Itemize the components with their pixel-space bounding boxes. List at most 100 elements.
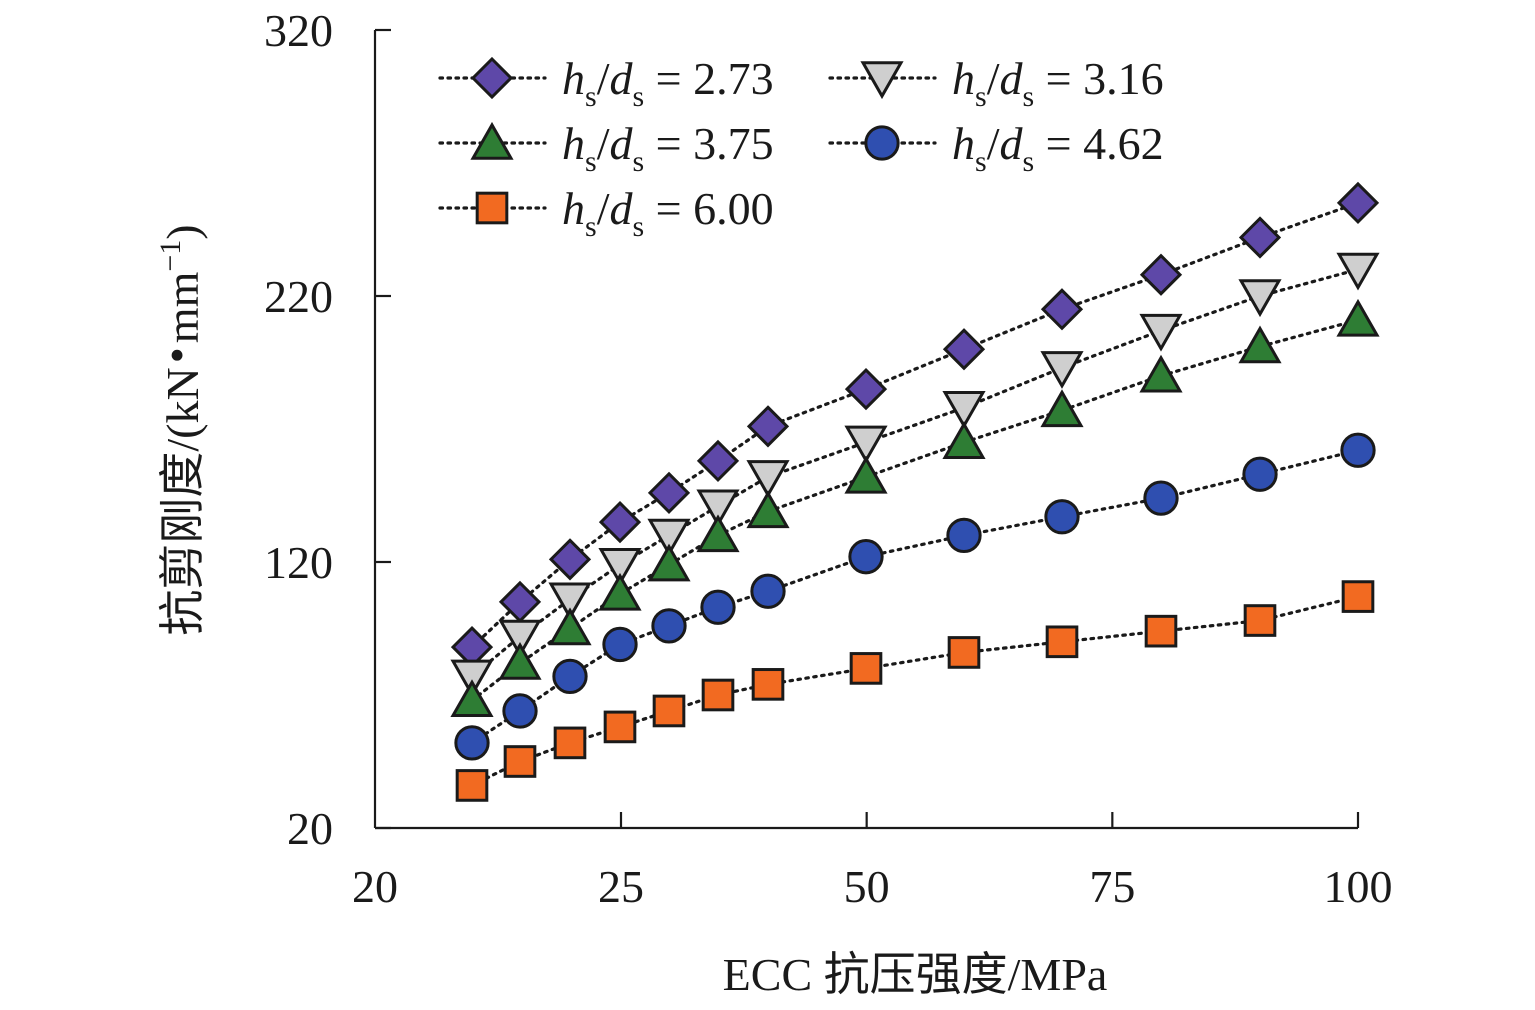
legend-label-slash: / [597,183,610,234]
data-point [750,573,786,609]
data-point [548,582,592,621]
data-point [503,745,537,778]
legend-item: hs/ds = 3.16 [828,53,1164,113]
legend-label: hs/ds = 3.16 [952,53,1164,113]
y-tick-label: 320 [264,5,333,56]
legend-label: hs/ds = 4.62 [952,118,1164,178]
y-axis-title-unit: mm [157,271,208,343]
y-tick-label: 220 [264,271,333,322]
legend-label: hs/ds = 6.00 [562,183,774,243]
series-4 [454,432,1376,761]
data-point [598,547,642,586]
legend-label-hsub: s [585,80,597,113]
data-point [647,518,691,557]
series-5 [455,580,1375,802]
ticks-layer: 20 120 220 320 20 25 50 75 100 [264,5,1393,912]
legend-marker [864,125,900,161]
legend-label-d: d [999,53,1023,104]
data-point [455,769,489,802]
legend-label-dsub: s [1022,80,1034,113]
data-point [1040,288,1084,331]
data-point [1040,389,1084,428]
legend-label-hsub: s [975,145,987,178]
data-point [942,421,986,459]
data-point [548,538,592,581]
legend-item: hs/ds = 4.62 [828,118,1164,178]
data-point [502,693,538,729]
y-axis-title-close: ) [157,224,208,239]
data-point [598,500,642,544]
legend-label-dsub: s [632,145,644,178]
data-point [947,636,981,669]
y-axis-title: 抗剪刚度/(kN • mm−1) [151,224,208,635]
data-point [849,652,883,685]
data-point [652,694,686,728]
data-point [844,455,888,494]
data-point [1336,298,1380,337]
data-point [1341,580,1375,613]
legend-label-slash: / [987,118,1000,169]
data-point [1238,325,1282,364]
legend-label-value: = 4.62 [1034,118,1163,169]
data-point [1045,625,1079,659]
x-tick-label: 75 [1089,861,1135,912]
x-axis-title: ECC 抗压强度/MPa [723,949,1108,1000]
data-point [1238,216,1282,259]
data-point [548,607,592,646]
legend-label-h: h [952,53,975,104]
data-point [1243,604,1277,637]
legend-label-h: h [562,183,585,234]
x-tick-label: 50 [844,861,890,912]
legend-marker [470,121,514,160]
x-tick-label: 25 [598,861,644,912]
data-point [746,490,790,529]
y-axis-title-main: 抗剪刚度/(kN [157,367,208,635]
data-point [700,589,736,625]
legend-label-hsub: s [585,145,597,178]
legend-label-d: d [609,183,633,234]
data-point [751,668,785,701]
data-point [1139,253,1183,296]
data-point [696,489,740,528]
series-line [470,448,1360,745]
x-tick-label: 20 [352,861,398,912]
legend-item: hs/ds = 2.73 [438,53,774,113]
legend-label-d: d [609,118,633,169]
data-point [696,514,740,553]
legend-label-h: h [952,118,975,169]
y-axis-title-exponent: −1 [154,240,187,272]
series-line [470,594,1360,788]
data-point [746,460,790,498]
data-point [553,726,587,760]
legend-label: hs/ds = 2.73 [562,53,774,113]
data-point [1144,614,1178,648]
legend-label-value: = 3.75 [644,118,773,169]
data-point [1044,499,1080,535]
legend-label-hsub: s [975,80,987,113]
data-point [844,425,888,464]
series-layer [450,181,1380,802]
data-point [942,391,986,429]
data-point [647,471,691,514]
legend-item: hs/ds = 6.00 [438,183,774,243]
data-point [602,626,638,663]
legend-label-hsub: s [585,210,597,243]
legend-label-h: h [562,118,585,169]
legend-label-h: h [562,53,585,104]
legend-label-value: = 2.73 [644,53,773,104]
legend-marker [860,61,904,100]
data-point [1040,351,1084,389]
data-point [848,539,884,575]
data-point [696,439,740,483]
data-point [1242,456,1278,492]
data-point [1139,354,1183,393]
legend-item: hs/ds = 3.75 [438,118,774,178]
data-point [1143,480,1179,516]
series-2 [450,252,1380,698]
legend-label-d: d [609,53,633,104]
data-point [1139,313,1183,352]
data-point [942,328,986,371]
